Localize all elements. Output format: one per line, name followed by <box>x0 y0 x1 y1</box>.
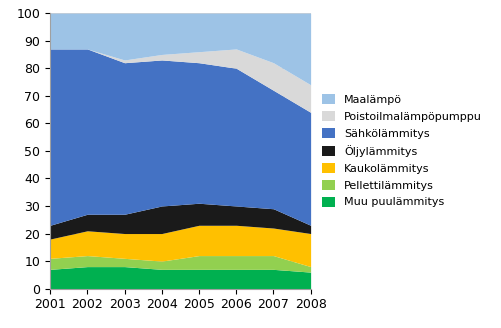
Legend: Maalämpö, Poistoilmalämpöpumppu, Sähkölämmitys, Öljylämmitys, Kaukolämmitys, Pel: Maalämpö, Poistoilmalämpöpumppu, Sähkölä… <box>319 91 485 211</box>
